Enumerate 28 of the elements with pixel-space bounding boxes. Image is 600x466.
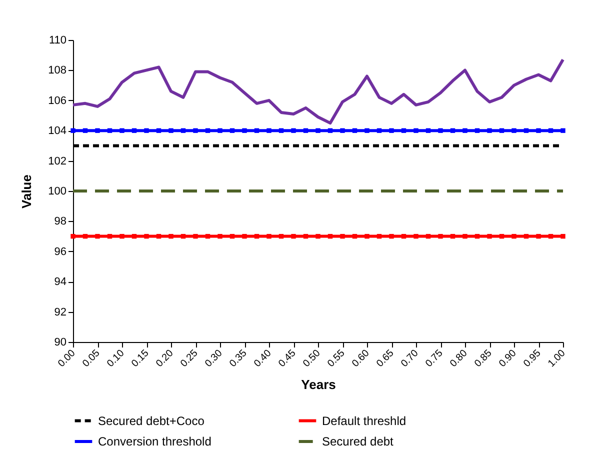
- x-tick-label: 0.70: [399, 348, 422, 370]
- legend-label: Conversion threshold: [98, 434, 212, 448]
- line-series: [72, 58, 564, 125]
- y-tick-label: 102: [48, 155, 66, 168]
- x-tick-label: 0.50: [301, 348, 324, 370]
- legend-label: Secured debt+Coco: [98, 414, 205, 428]
- y-tick-label: 96: [54, 246, 66, 258]
- y-tick-label: 104: [48, 125, 66, 138]
- x-tick-label: 0.80: [448, 348, 470, 370]
- y-tick-label: 98: [54, 216, 66, 228]
- y-tick-label: 108: [48, 64, 66, 77]
- y-axis-title: Value: [19, 174, 34, 208]
- x-tick-label: 0.30: [203, 348, 226, 370]
- x-tick-label: 0.00: [56, 348, 78, 370]
- y-tick-label: 106: [48, 94, 66, 107]
- y-tick-label: 92: [54, 306, 66, 318]
- y-tick-label: 94: [54, 276, 66, 288]
- x-tick-label: 0.40: [252, 348, 274, 370]
- x-tick-label: 0.10: [105, 348, 128, 370]
- x-axis-title: Years: [301, 376, 336, 392]
- x-tick-label: 0.60: [350, 348, 372, 370]
- x-tick-label: 0.90: [497, 348, 520, 370]
- y-tick-label: 110: [48, 34, 66, 46]
- y-tick-label: 90: [54, 336, 66, 348]
- x-tick-label: 0.20: [154, 348, 176, 370]
- legend-label: Default threshld: [322, 414, 406, 428]
- legend-label: Secured debt: [322, 434, 394, 448]
- y-tick-label: 100: [48, 186, 66, 198]
